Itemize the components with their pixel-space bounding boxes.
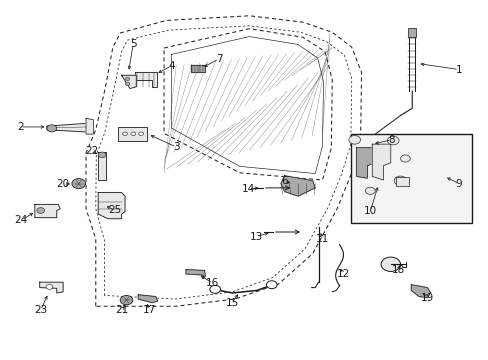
Circle shape <box>46 284 53 289</box>
Circle shape <box>266 281 277 289</box>
Polygon shape <box>281 176 315 196</box>
Circle shape <box>348 135 360 144</box>
Circle shape <box>365 187 374 194</box>
Polygon shape <box>98 152 105 180</box>
Bar <box>407 28 415 37</box>
Circle shape <box>125 82 130 86</box>
Polygon shape <box>35 204 60 218</box>
Polygon shape <box>40 282 63 293</box>
Text: 13: 13 <box>249 232 263 242</box>
Circle shape <box>120 296 133 305</box>
Circle shape <box>72 179 85 189</box>
Text: 8: 8 <box>387 135 394 145</box>
Text: 3: 3 <box>173 142 179 152</box>
Polygon shape <box>122 75 136 89</box>
Polygon shape <box>138 295 158 303</box>
Text: 24: 24 <box>15 215 28 225</box>
Polygon shape <box>47 123 91 132</box>
Circle shape <box>209 285 220 293</box>
Polygon shape <box>356 148 371 178</box>
Bar <box>350 134 471 223</box>
Text: 1: 1 <box>455 64 462 75</box>
Text: 20: 20 <box>57 179 69 189</box>
Circle shape <box>380 257 400 271</box>
Bar <box>395 177 408 186</box>
Circle shape <box>98 152 106 158</box>
Polygon shape <box>135 72 157 87</box>
Text: 16: 16 <box>206 278 219 288</box>
Text: 10: 10 <box>363 206 376 216</box>
Polygon shape <box>185 270 205 279</box>
Circle shape <box>125 77 130 81</box>
Polygon shape <box>98 193 125 219</box>
Circle shape <box>400 155 409 162</box>
Text: 15: 15 <box>225 298 239 308</box>
Circle shape <box>139 132 143 135</box>
Text: 12: 12 <box>336 269 349 279</box>
Circle shape <box>386 136 398 145</box>
Text: 21: 21 <box>115 305 128 315</box>
Circle shape <box>393 176 406 185</box>
Polygon shape <box>86 118 93 134</box>
Text: 17: 17 <box>142 305 156 315</box>
Text: 18: 18 <box>391 265 404 275</box>
Text: 23: 23 <box>34 305 47 315</box>
Text: 6: 6 <box>281 176 287 186</box>
Circle shape <box>37 208 44 213</box>
Text: 5: 5 <box>130 39 136 49</box>
Polygon shape <box>190 65 204 72</box>
Text: 2: 2 <box>17 122 23 132</box>
Circle shape <box>47 125 57 132</box>
Text: 11: 11 <box>315 234 328 244</box>
Text: 19: 19 <box>420 293 433 303</box>
Text: 7: 7 <box>215 54 222 64</box>
Polygon shape <box>371 144 390 180</box>
Bar <box>118 127 147 140</box>
Circle shape <box>131 132 136 135</box>
Text: 25: 25 <box>108 206 122 216</box>
Text: 14: 14 <box>241 184 255 194</box>
Circle shape <box>122 132 127 135</box>
Polygon shape <box>410 285 430 298</box>
Text: 9: 9 <box>455 179 462 189</box>
Text: 22: 22 <box>85 145 99 156</box>
Text: 4: 4 <box>168 61 174 71</box>
